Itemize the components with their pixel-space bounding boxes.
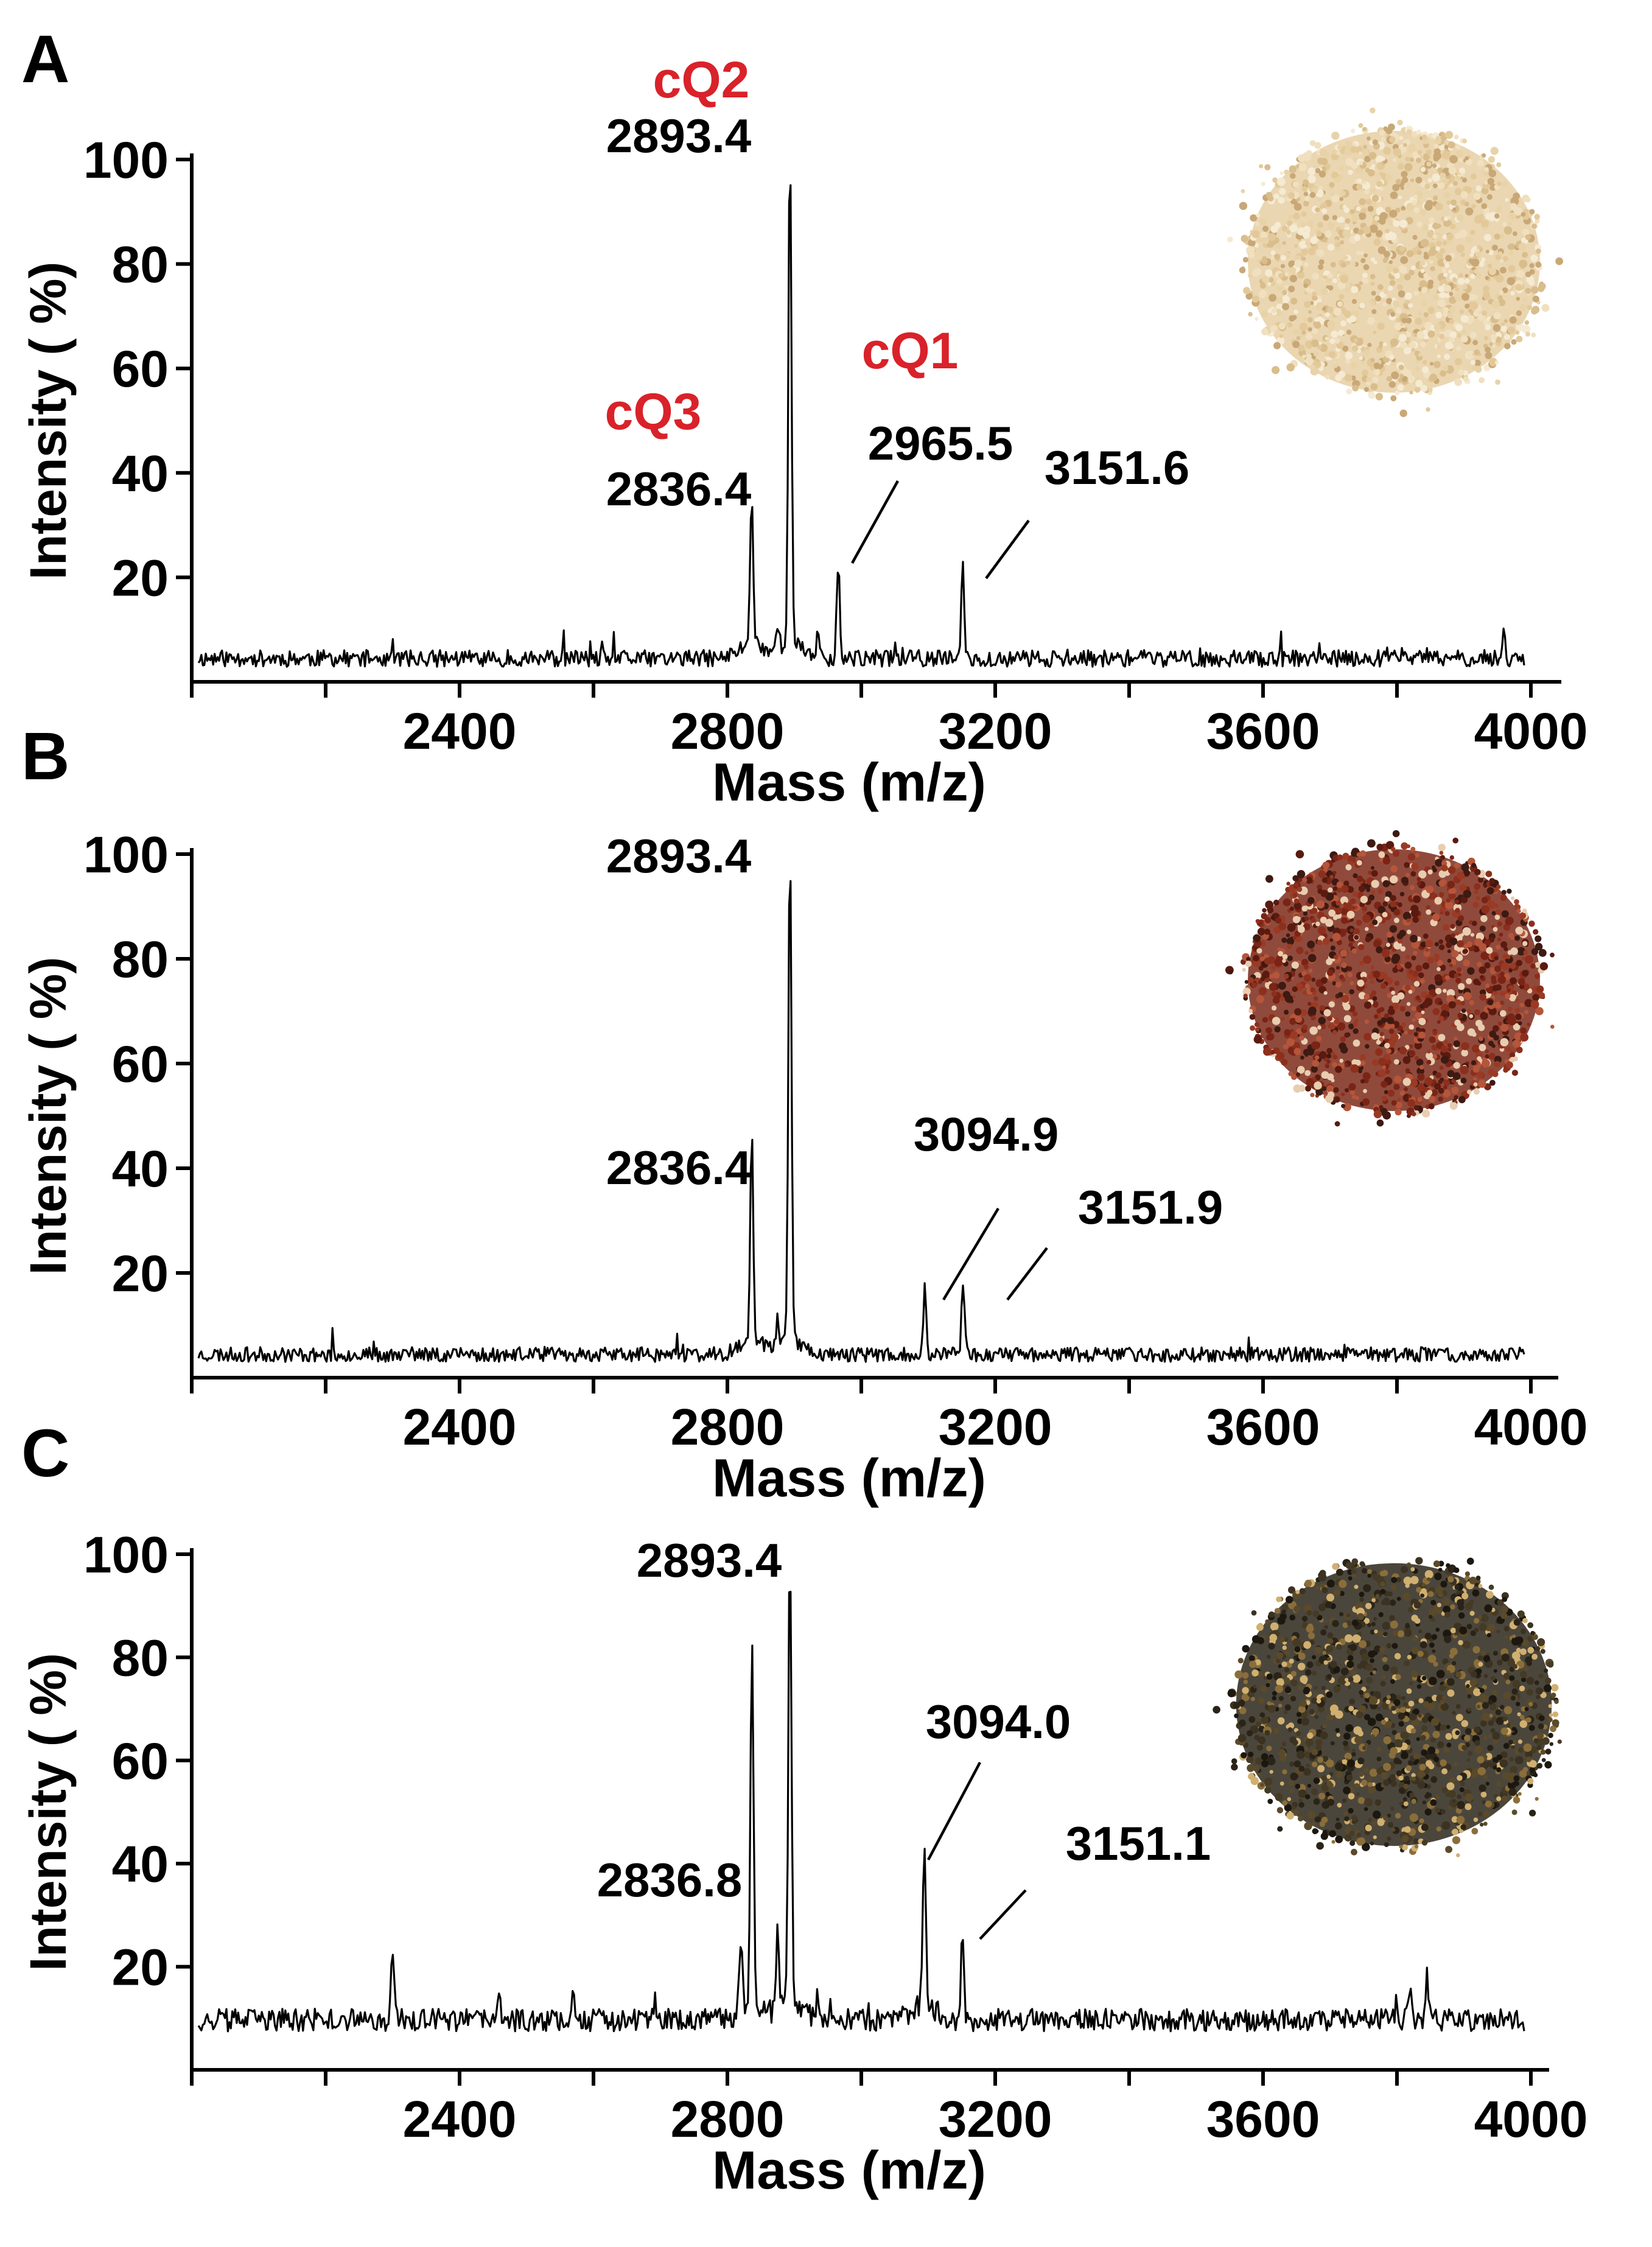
- peak-label: 3094.0: [926, 1695, 1071, 1748]
- x-axis-title: Mass (m/z): [712, 752, 986, 812]
- y-axis-title: Intensity ( %): [19, 1653, 77, 1971]
- peak-leader-line: [942, 1207, 999, 1301]
- panel-a: A 20 40 60 80 100 2400 2800 3200 3600 4000 Mass (m/…: [19, 22, 1587, 812]
- x-tick-label: 3600: [1206, 2091, 1320, 2148]
- y-tick-label: 20: [112, 1939, 169, 1996]
- panel-label: B: [21, 719, 69, 794]
- spectrum-trace: [197, 880, 1525, 1363]
- peak-label: 2893.4: [637, 1534, 782, 1587]
- x-tick-label: 4000: [1474, 1398, 1588, 1456]
- x-axis-title: Mass (m/z): [712, 2140, 986, 2200]
- x-tick-label: 3200: [939, 2091, 1052, 2148]
- y-tick-label: 80: [112, 236, 169, 293]
- black-quinoa-seeds-image: [1213, 1557, 1562, 1857]
- x-tick-label: 4000: [1474, 703, 1588, 760]
- peak-label: 2893.4: [606, 109, 752, 163]
- panel-b: B 20 40 60 80 100 2400 2800 3200 3600 4000 Mass (m/…: [19, 719, 1587, 1508]
- x-tick-label: 2800: [671, 703, 785, 760]
- peak-label: 2836.8: [597, 1853, 743, 1907]
- y-tick-label: 60: [112, 1036, 169, 1093]
- y-axis-title: Intensity ( %): [19, 262, 77, 580]
- peak-label: 2836.4: [606, 462, 752, 516]
- x-tick-label: 3600: [1206, 703, 1320, 760]
- y-tick-label: 100: [83, 826, 169, 883]
- compound-label: cQ3: [605, 383, 702, 440]
- y-tick-label: 100: [83, 131, 169, 189]
- y-tick-label: 80: [112, 1629, 169, 1686]
- peak-leader-line: [851, 480, 899, 564]
- compound-label: cQ2: [653, 51, 750, 108]
- y-tick-label: 80: [112, 931, 169, 988]
- x-tick-label: 3200: [939, 703, 1052, 760]
- compound-label: cQ1: [862, 322, 959, 379]
- panel-label: C: [21, 1416, 69, 1491]
- peak-label: 3151.1: [1066, 1817, 1211, 1870]
- y-tick-label: 40: [112, 1140, 169, 1197]
- y-tick-label: 20: [112, 1245, 169, 1302]
- panel-label: A: [21, 22, 69, 97]
- y-tick-label: 40: [112, 1835, 169, 1893]
- spectrum-trace: [197, 184, 1525, 668]
- peak-label: 3151.6: [1045, 441, 1190, 494]
- y-tick-label: 60: [112, 340, 169, 398]
- x-tick-label: 3200: [939, 1398, 1052, 1456]
- y-tick-label: 100: [83, 1526, 169, 1583]
- peak-label: 3094.9: [914, 1107, 1059, 1161]
- peak-label: 2965.5: [868, 416, 1013, 470]
- peak-label: 2893.4: [606, 829, 752, 883]
- peak-label: 2836.4: [606, 1141, 752, 1194]
- spectrum-trace: [197, 1591, 1525, 2033]
- x-tick-label: 2800: [671, 2091, 785, 2148]
- x-tick-label: 2400: [403, 1398, 517, 1456]
- y-axis-title: Intensity ( %): [19, 957, 77, 1275]
- x-tick-label: 2400: [403, 2091, 517, 2148]
- panel-c: C 20 40 60 80 100 2400 2800 3200 3600 4000 Mass (m/…: [19, 1416, 1587, 2200]
- y-tick-label: 40: [112, 445, 169, 502]
- x-tick-label: 2800: [671, 1398, 785, 1456]
- x-tick-label: 3600: [1206, 1398, 1320, 1456]
- peak-label: 3151.9: [1078, 1180, 1223, 1234]
- x-axis-title: Mass (m/z): [712, 1448, 986, 1508]
- peak-leader-line: [985, 519, 1030, 580]
- peak-leader-line: [979, 1889, 1027, 1940]
- peak-leader-line: [927, 1761, 981, 1861]
- peak-leader-line: [1006, 1247, 1048, 1301]
- red-quinoa-seeds-image: [1225, 830, 1555, 1127]
- white-quinoa-seeds-image: [1227, 107, 1564, 418]
- y-tick-label: 60: [112, 1733, 169, 1790]
- y-tick-label: 20: [112, 549, 169, 606]
- x-tick-label: 4000: [1474, 2091, 1588, 2148]
- x-tick-label: 2400: [403, 703, 517, 760]
